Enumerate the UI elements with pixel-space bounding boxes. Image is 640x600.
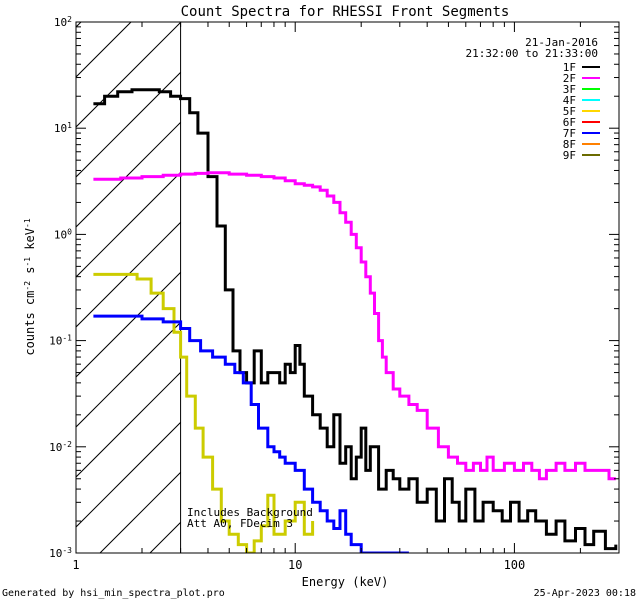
- y-tick-label: 102: [54, 15, 72, 30]
- annotation-background: Includes Background: [187, 506, 313, 519]
- legend-label-8f: 8F: [563, 138, 576, 151]
- y-axis-label-part: counts cm: [23, 291, 37, 356]
- hatch-line: [76, 321, 181, 428]
- chart-title: Count Spectra for RHESSI Front Segments: [181, 4, 510, 20]
- y-tick-label: 10-2: [49, 439, 72, 454]
- series-line-2f: [93, 171, 616, 481]
- observation-date: 21-Jan-2016: [525, 36, 598, 49]
- legend-label-1f: 1F: [563, 61, 576, 74]
- y-tick-exponent: 2: [67, 15, 72, 24]
- hatch-line: [76, 121, 181, 228]
- hatch-line: [76, 22, 181, 128]
- hatch-line: [76, 71, 181, 178]
- y-axis-label-exp: -1: [23, 218, 32, 228]
- series-line-7f: [93, 314, 409, 553]
- x-tick-label: 10: [288, 558, 302, 572]
- annotation-attenuator: Att A0, FDecim 3: [187, 517, 293, 530]
- series-line-1f: [93, 88, 618, 551]
- y-tick-mantissa: 10: [54, 16, 67, 29]
- legend-label-3f: 3F: [563, 83, 576, 96]
- hatch-line: [600, 22, 640, 553]
- series-group: [93, 88, 618, 553]
- y-tick-mantissa: 10: [49, 547, 62, 560]
- excluded-energy-hatch: [76, 22, 640, 553]
- hatch-line: [76, 421, 181, 528]
- y-tick-exponent: -1: [62, 333, 72, 342]
- legend-label-9f: 9F: [563, 149, 576, 162]
- hatch-line: [76, 221, 181, 328]
- hatch-line: [76, 22, 132, 78]
- x-axis-label: Energy (keV): [302, 575, 389, 589]
- legend-label-4f: 4F: [563, 94, 576, 107]
- y-axis-label-part: keV: [23, 228, 37, 257]
- hatch-line: [76, 271, 181, 378]
- y-axis-label: counts cm-2 s-1 keV-1: [23, 218, 38, 355]
- x-tick-labels: 1 10 100: [72, 558, 525, 572]
- hatch-line: [99, 471, 181, 553]
- hatch-line: [76, 22, 82, 28]
- timestamp-footer: 25-Apr-2023 00:18: [534, 588, 636, 599]
- hatch-line: [400, 22, 640, 553]
- y-tick-mantissa: 10: [54, 122, 67, 135]
- legend-label-5f: 5F: [563, 105, 576, 118]
- observation-time-range: 21:32:00 to 21:33:00: [466, 47, 598, 60]
- y-tick-exponent: 1: [67, 121, 72, 130]
- y-axis-label-part: s: [23, 267, 37, 281]
- y-tick-label: 100: [54, 227, 72, 242]
- x-tick-label: 100: [504, 558, 526, 572]
- y-tick-label: 101: [54, 121, 72, 136]
- legend-label-7f: 7F: [563, 127, 576, 140]
- y-tick-mantissa: 10: [49, 335, 62, 348]
- y-tick-label: 10-1: [49, 333, 72, 348]
- hatch-line: [250, 22, 640, 553]
- y-axis-label-exp: -1: [23, 257, 32, 267]
- hatch-line: [76, 371, 181, 478]
- y-tick-exponent: -2: [62, 439, 72, 448]
- plot-frame: [75, 21, 620, 554]
- y-tick-exponent: -3: [62, 546, 72, 555]
- series-line-5f: [93, 272, 315, 553]
- y-tick-mantissa: 10: [49, 441, 62, 454]
- y-axis-label-exp: -2: [23, 281, 32, 291]
- y-tick-mantissa: 10: [54, 228, 67, 241]
- x-tick-label: 1: [72, 558, 79, 572]
- legend-label-2f: 2F: [563, 72, 576, 85]
- legend-label-6f: 6F: [563, 116, 576, 129]
- y-tick-exponent: 0: [67, 227, 72, 236]
- y-tick-label: 10-3: [49, 546, 72, 561]
- generated-by-footer: Generated by hsi_min_spectra_plot.pro: [2, 588, 225, 599]
- axis-ticks: [75, 21, 620, 554]
